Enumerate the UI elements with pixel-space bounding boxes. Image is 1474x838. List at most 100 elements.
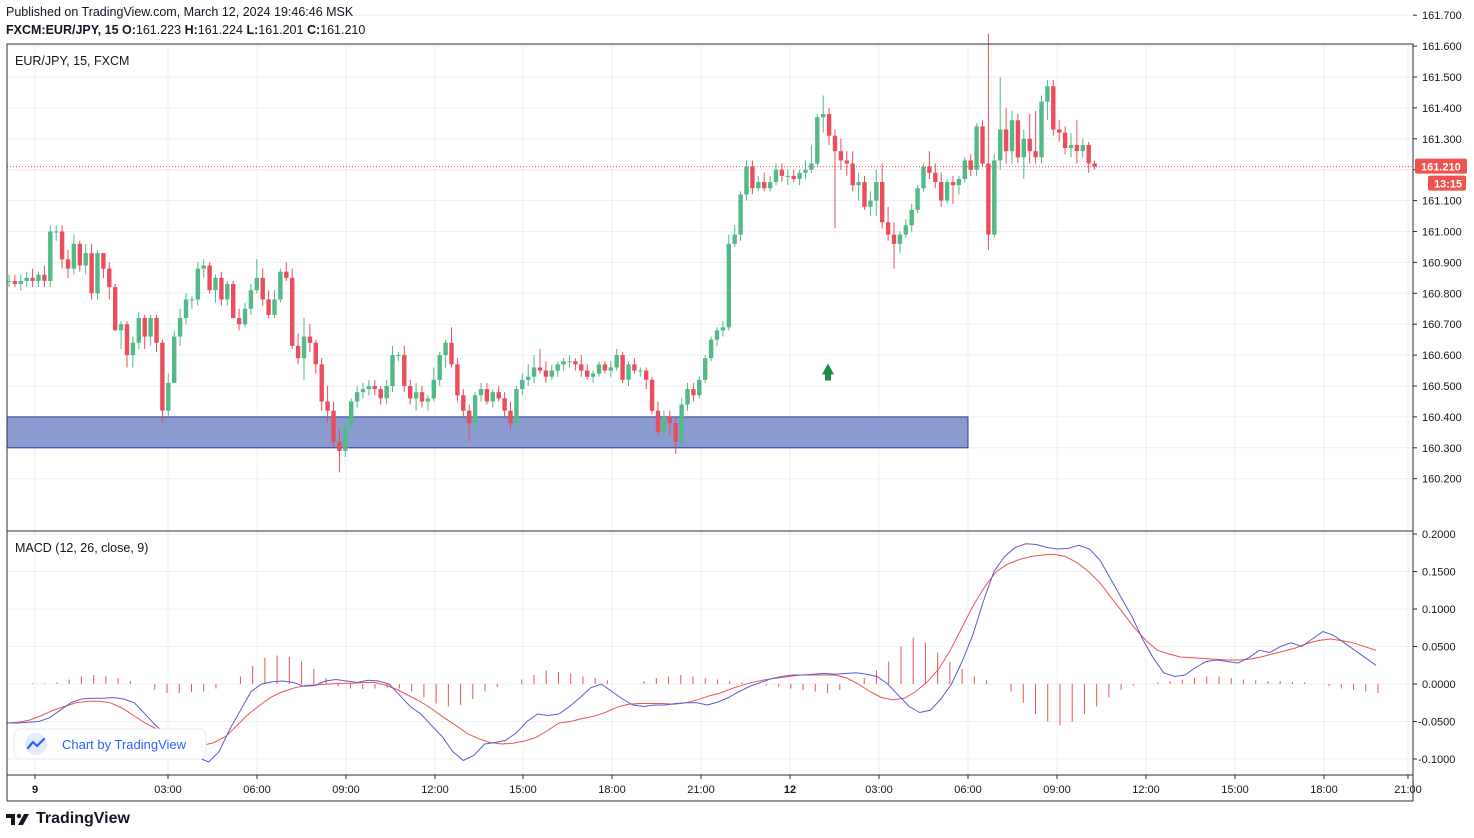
candle-body [791, 175, 796, 179]
candle [231, 280, 236, 319]
candle-body [785, 175, 790, 177]
time-axis[interactable]: 9 03:00 06:00 09:00 12:00 15:00 18:00 21:00 12 03… [32, 775, 1422, 796]
candle [809, 144, 814, 173]
candle [939, 172, 944, 207]
candle [880, 163, 885, 229]
macd-axis[interactable]: -0.1000 -0.0500 0.0000 0.0500 0.1000 0.1500 0.… [1413, 529, 1456, 766]
candle [413, 382, 419, 411]
trade-marker-icon[interactable] [822, 363, 834, 381]
candle-body [1027, 138, 1032, 152]
tick-label: 15:00 [509, 784, 537, 796]
candle-body [95, 253, 100, 294]
candle [826, 107, 832, 145]
candle [42, 265, 47, 288]
candle [354, 386, 360, 408]
candle-body [1033, 151, 1038, 158]
candle-body [337, 441, 342, 451]
footer-brand[interactable]: TradingView [6, 810, 130, 828]
candle-body [1015, 120, 1021, 158]
candle-body [762, 182, 767, 189]
candle-body [48, 231, 53, 281]
candle [685, 382, 690, 411]
symbol-ohlc-line: FXCM:EUR/JPY, 15 O:161.223 H:161.224 L:1… [6, 23, 365, 37]
candle-body [408, 386, 413, 399]
tick-label: 160.900 [1422, 257, 1462, 269]
candle [974, 123, 979, 176]
candle-body [101, 253, 106, 269]
candle [579, 355, 584, 377]
candle-body [714, 330, 720, 340]
price-axis[interactable]: 160.200 160.300 160.400 160.500 160.600 160.7… [1413, 10, 1462, 486]
candle-body [307, 336, 313, 343]
candle [638, 367, 643, 377]
candle-body [767, 182, 773, 189]
candle [844, 151, 849, 176]
candle [195, 262, 200, 306]
candle [679, 398, 684, 445]
candle-body [236, 318, 242, 325]
candle [325, 386, 330, 424]
candle [242, 302, 248, 328]
candle-body [944, 182, 950, 201]
candle [791, 169, 796, 183]
candle [885, 206, 891, 241]
chart-by-tradingview-badge[interactable]: Chart by TradingView [13, 728, 207, 760]
ohlc-close: 161.210 [320, 23, 366, 37]
candle-body [325, 401, 330, 411]
candle-body [514, 389, 519, 424]
tick-label: 161.600 [1422, 41, 1462, 53]
candle [89, 243, 94, 300]
candle [815, 114, 820, 167]
tick-label: 12:00 [1132, 784, 1160, 796]
candle-body [567, 361, 572, 363]
candle-body [266, 299, 271, 315]
candle [6, 274, 12, 288]
candle-body [708, 339, 714, 359]
price-pane-label: EUR/JPY, 15, FXCM [15, 54, 129, 68]
candle-body [838, 151, 844, 161]
tick-label: 0.0500 [1422, 642, 1456, 654]
candle [767, 175, 773, 192]
candle-body [319, 364, 324, 402]
candle [177, 308, 183, 346]
candle [738, 191, 743, 241]
candle [502, 392, 507, 417]
candle [467, 404, 472, 442]
candle [307, 324, 313, 353]
candle-body [225, 284, 230, 300]
candle-body [602, 364, 608, 371]
ohlc-low: 161.201 [258, 23, 304, 37]
candle-body [649, 379, 655, 411]
candle-body [254, 277, 259, 291]
tick-label: 15:00 [1221, 784, 1249, 796]
macd-pane-label: MACD (12, 26, close, 9) [15, 541, 148, 555]
candle-body [201, 265, 206, 269]
candle [667, 410, 672, 436]
candle [65, 250, 71, 278]
candle-body [219, 277, 224, 300]
candle [773, 163, 779, 186]
candle-body [301, 336, 307, 359]
candle [933, 163, 938, 189]
badge-background [13, 728, 207, 760]
candle [531, 355, 537, 383]
candle-body [195, 268, 200, 300]
candle [797, 169, 802, 186]
candle [673, 416, 678, 454]
candle [897, 231, 903, 254]
candle-body [89, 253, 94, 294]
support-zone-rectangle[interactable] [6, 416, 969, 449]
candle [980, 120, 985, 167]
candle-body [413, 392, 419, 399]
candle-body [856, 182, 861, 186]
tradingview-logo-icon [6, 813, 29, 825]
candle-body [1039, 101, 1044, 158]
candle [437, 352, 442, 386]
candle-body [384, 386, 389, 399]
candle [950, 175, 956, 204]
candle [372, 379, 377, 396]
candle [378, 386, 383, 405]
candle [225, 280, 230, 306]
candle-body [868, 200, 873, 207]
